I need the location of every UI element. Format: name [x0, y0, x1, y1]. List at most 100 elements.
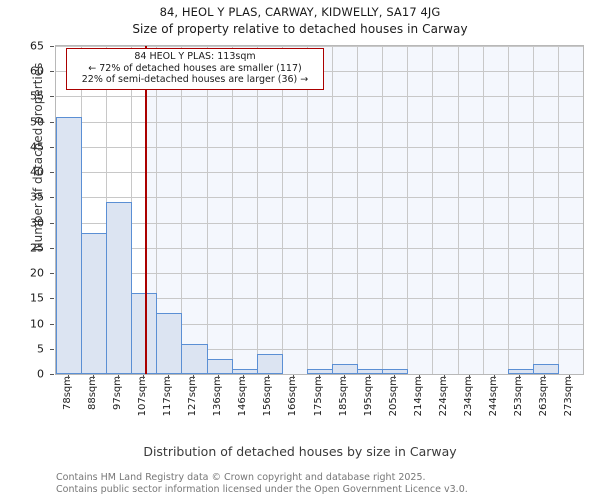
x-axis-labels: 78sqm 88sqm 97sqm 107sqm 117sqm 127sqm 136sqm 1…: [55, 376, 584, 438]
gridline-vertical: [533, 46, 534, 374]
histogram-bar: [357, 368, 383, 374]
histogram-bar: [382, 368, 408, 374]
y-axis-tick-label: 5: [37, 342, 44, 356]
plot-area: [55, 45, 584, 375]
x-axis-tick-label: 88sqm: [86, 376, 98, 411]
footer-attribution: Contains HM Land Registry data © Crown c…: [56, 472, 596, 495]
histogram-bar: [307, 368, 333, 374]
y-axis-tick: [50, 348, 54, 350]
histogram-bar: [81, 232, 107, 374]
gridline-horizontal: [56, 197, 583, 199]
y-axis-tick: [50, 71, 54, 73]
x-axis-tick-label: 214sqm: [412, 376, 424, 417]
x-axis-tick-label: 253sqm: [513, 376, 525, 417]
x-axis-tick: [67, 375, 69, 379]
histogram-bar: [257, 353, 283, 374]
x-axis-tick-label: 156sqm: [262, 376, 274, 417]
x-axis-tick-label: 273sqm: [563, 376, 575, 417]
gridline-horizontal: [56, 247, 583, 249]
gridline-vertical: [382, 46, 383, 374]
annotation-line-3: 22% of semi-detached houses are larger (…: [81, 74, 309, 85]
gridline-vertical: [156, 46, 157, 374]
histogram-bar: [533, 363, 559, 374]
histogram-bar: [207, 358, 233, 374]
gridline-horizontal: [56, 298, 583, 300]
y-axis-tick: [50, 273, 54, 275]
gridline-horizontal: [56, 348, 583, 350]
x-axis-tick-label: 195sqm: [362, 376, 374, 417]
y-axis-tick: [50, 197, 54, 199]
y-axis-tick-label: 45: [30, 140, 44, 154]
gridline-vertical: [508, 46, 509, 374]
histogram-bar: [332, 363, 358, 374]
x-axis-tick-label: 244sqm: [488, 376, 500, 417]
x-axis-tick: [117, 375, 119, 379]
y-axis-tick: [50, 323, 54, 325]
gridline-horizontal: [56, 96, 583, 98]
x-axis-title: Distribution of detached houses by size …: [143, 444, 457, 459]
x-axis-tick: [519, 375, 521, 379]
x-axis-tick-label: 234sqm: [463, 376, 475, 417]
y-axis-tick-label: 65: [30, 39, 44, 53]
x-axis-tick: [469, 375, 471, 379]
chart-title-block: 84, HEOL Y PLAS, CARWAY, KIDWELLY, SA17 …: [0, 4, 600, 38]
gridline-vertical: [307, 46, 308, 374]
x-axis-tick: [393, 375, 395, 379]
x-axis-tick: [218, 375, 220, 379]
y-axis-title: Number of detached properties: [31, 62, 45, 252]
footer-line-1: Contains HM Land Registry data © Crown c…: [56, 472, 426, 483]
y-axis-tick-label: 0: [37, 367, 44, 381]
bar-series: [56, 46, 583, 374]
y-axis-tick: [50, 222, 54, 224]
gridline-vertical: [207, 46, 208, 374]
x-axis-tick: [544, 375, 546, 379]
gridline-vertical: [558, 46, 559, 374]
x-axis-tick: [569, 375, 571, 379]
x-axis-tick-label: 146sqm: [237, 376, 249, 417]
histogram-bar: [56, 116, 82, 374]
histogram-bar: [156, 313, 182, 374]
x-axis-tick-label: 263sqm: [538, 376, 550, 417]
x-axis-tick-label: 185sqm: [337, 376, 349, 417]
gridline-vertical: [181, 46, 182, 374]
gridline-vertical: [357, 46, 358, 374]
y-axis-tick-label: 30: [30, 216, 44, 230]
gridline-vertical: [332, 46, 333, 374]
y-axis-tick: [50, 96, 54, 98]
annotation-line-2: ← 72% of detached houses are smaller (11…: [88, 62, 302, 74]
gridline-vertical: [407, 46, 408, 374]
x-axis-tick: [243, 375, 245, 379]
property-marker-line: [145, 46, 148, 374]
y-axis-tick-label: 10: [30, 317, 44, 331]
property-annotation-box: 84 HEOL Y PLAS: 113sqm ← 72% of detached…: [66, 48, 324, 90]
gridline-horizontal: [56, 323, 583, 325]
x-axis-tick-label: 166sqm: [287, 376, 299, 417]
y-axis-tick-label: 55: [30, 89, 44, 103]
gridline-horizontal: [56, 146, 583, 148]
y-axis-tick: [50, 46, 54, 47]
x-axis-tick: [343, 375, 345, 379]
x-axis-tick: [142, 375, 144, 379]
x-axis-tick-label: 107sqm: [136, 376, 148, 417]
y-axis-tick-label: 60: [30, 64, 44, 78]
y-axis-tick: [50, 298, 54, 300]
plot-shaded-region: [145, 46, 583, 374]
x-axis-tick-label: 97sqm: [111, 376, 123, 411]
y-axis-tick: [50, 146, 54, 148]
y-axis-tick-label: 50: [30, 115, 44, 129]
x-axis-tick: [418, 375, 420, 379]
y-axis-tick: [50, 121, 54, 123]
histogram-bar: [232, 368, 258, 374]
gridline-horizontal: [56, 46, 583, 47]
chart-subtitle: Size of property relative to detached ho…: [132, 22, 468, 36]
x-axis-tick-label: 78sqm: [61, 376, 73, 411]
gridline-vertical: [257, 46, 258, 374]
gridline-vertical: [483, 46, 484, 374]
gridline-horizontal: [56, 222, 583, 224]
x-axis-tick: [368, 375, 370, 379]
gridline-vertical: [282, 46, 283, 374]
x-axis-tick-label: 205sqm: [387, 376, 399, 417]
y-axis-tick: [50, 374, 54, 375]
y-axis-tick: [50, 172, 54, 174]
x-axis-tick: [268, 375, 270, 379]
